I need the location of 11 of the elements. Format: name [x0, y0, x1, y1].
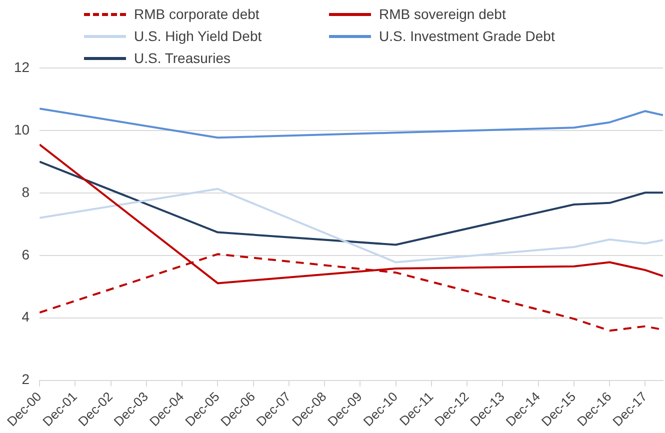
y-tick-label: 4	[22, 308, 30, 325]
legend-label: U.S. Investment Grade Debt	[379, 28, 555, 44]
y-tick-label: 12	[14, 58, 30, 75]
legend-label: U.S. High Yield Debt	[134, 28, 262, 44]
y-tick-label: 8	[22, 184, 30, 200]
y-tick-label: 2	[22, 371, 30, 388]
legend-label: RMB corporate debt	[134, 6, 260, 22]
legend-label: U.S. Treasuries	[134, 50, 230, 66]
y-tick-label: 10	[14, 121, 30, 138]
y-tick-label: 6	[22, 246, 30, 262]
legend-label: RMB sovereign debt	[379, 6, 506, 22]
